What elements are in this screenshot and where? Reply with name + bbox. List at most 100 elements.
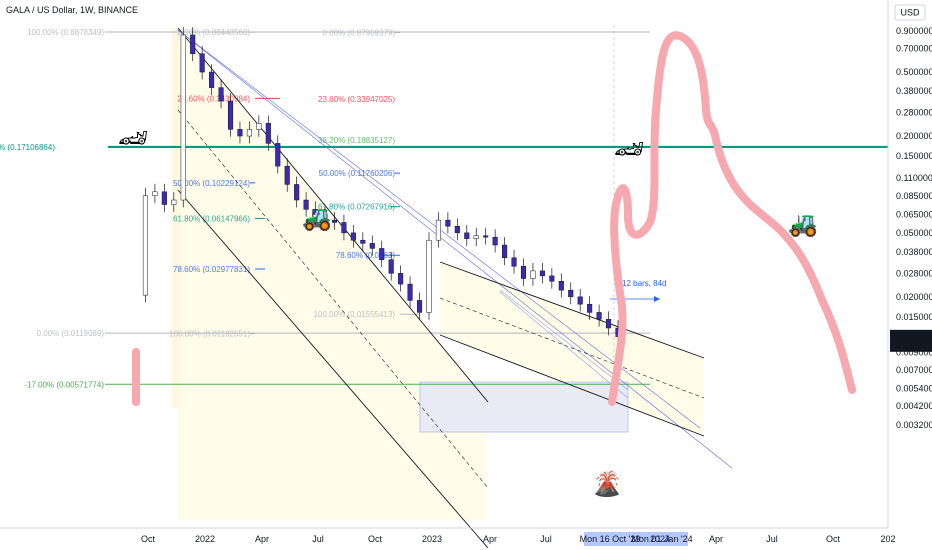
candle-body [445, 219, 451, 227]
candle-body [237, 129, 243, 137]
fib-level-label: 78.60% (0.0363) [336, 251, 395, 260]
y-tick-label: 0.02800000 [896, 268, 932, 278]
fib-level-label: 0.00% (0.87969379) [323, 29, 396, 38]
date-highlight [584, 532, 636, 546]
candle-body [558, 281, 564, 291]
x-tick-label: Oct [826, 534, 841, 544]
candles-layer [142, 27, 621, 345]
volcano-icon: 🌋 [592, 470, 622, 498]
x-tick-label: Jul [766, 534, 778, 544]
candle-body [426, 239, 432, 313]
x-tick-label: Oct [368, 534, 383, 544]
candle-body [379, 248, 385, 261]
pink-projection-path [608, 31, 856, 406]
candle-body [483, 235, 489, 238]
fib-level-label: 38.20% (0.18835127) [318, 136, 395, 145]
x-tick-label: Jul [540, 534, 552, 544]
channel-lower [177, 189, 489, 549]
candle-body [568, 289, 574, 298]
measure-label: 12 bars, 84d [622, 279, 666, 288]
candle-body [142, 195, 149, 296]
tractor-icon: 🚜 [302, 204, 332, 232]
tractor-icon: 🚜 [788, 210, 818, 238]
candle-body [605, 319, 612, 329]
candle-body [577, 296, 583, 305]
fib-level-label: 50.00% (0.11760206) [319, 169, 396, 178]
countdown-label: 1d 21h [896, 341, 924, 351]
annotation-overlay-layer: 12 bars, 84d 🏎 🏎 🚜 🚜 🌋 [118, 31, 856, 498]
y-tick-label: 0.00700000 [896, 365, 932, 375]
candle-body [520, 265, 527, 279]
highlighted-date-label: Mon 01 Jan '24 [631, 534, 692, 544]
candle-body [398, 273, 404, 285]
fan-line-2 [177, 29, 733, 469]
candle-body [435, 219, 441, 241]
candle-body [549, 275, 555, 282]
candle-body [284, 165, 290, 185]
candle-body [350, 232, 356, 241]
candle-body [294, 184, 300, 201]
fib-level-label: 100.00% (0.01182551) [169, 330, 250, 339]
fib-zone-1 [178, 28, 488, 520]
candle-body [275, 143, 281, 167]
fib-level-label: 23.60% (0.33947025) [318, 95, 395, 104]
candle-body [303, 199, 309, 210]
y-tick-label: 0.50000000 [896, 67, 932, 77]
candle-body [209, 71, 215, 88]
y-tick-label: 0.00900000 [896, 348, 932, 358]
x-tick-label: Apr [483, 534, 497, 544]
fib-level-label: 61.80% (0.06147966) [173, 214, 250, 223]
date-highlight [636, 532, 688, 546]
fib-level-label: 23.60% (0.3430984) [178, 94, 251, 103]
highlighted-date-label: Mon 16 Oct '23 [580, 534, 641, 544]
y-tick-label: 0.20000000 [896, 131, 932, 141]
fib-level-label: 61.80% (0.07267916) [318, 203, 395, 212]
y-tick-label: 0.01500000 [896, 312, 932, 322]
candle-body [388, 259, 394, 274]
candle-body [539, 270, 545, 277]
candle-body [190, 34, 196, 54]
fib-level-label: -17.00% (0.00571774) [24, 380, 104, 389]
y-tick-label: 0.00320000 [896, 420, 932, 430]
y-tick-label: 0.15000000 [896, 151, 932, 161]
candle-body [171, 199, 177, 205]
x-tick-label: Oct [141, 534, 156, 544]
candle-body [492, 236, 498, 246]
channel-upper [177, 27, 489, 403]
x-tick-label: Jul [312, 534, 324, 544]
candle-body [464, 232, 470, 239]
candle-body [502, 244, 508, 259]
falling-channel-lower [439, 334, 705, 437]
candle-body [322, 214, 328, 221]
x-tick-label: 2022 [195, 534, 215, 544]
fan-line-3 [499, 291, 629, 399]
candle-body [256, 123, 262, 130]
channel-mid [177, 109, 489, 489]
candle-body [180, 34, 186, 201]
falling-channel-upper [439, 261, 705, 359]
y-tick-label: 0.06500000 [896, 210, 932, 220]
fib-level-label: 100.00% (0.8878349) [27, 28, 104, 37]
y-tick-label: 0.00420000 [896, 401, 932, 411]
candle-body [246, 129, 252, 137]
candle-body [369, 243, 375, 249]
y-tick-label: 0.70000000 [896, 44, 932, 54]
y-tick-label: 0.11000000 [896, 173, 932, 183]
y-tick-label: 0.28000000 [896, 108, 932, 118]
y-tick-label: 0.05000000 [896, 228, 932, 238]
candle-body [416, 300, 423, 313]
y-tick-label: 0.02000000 [896, 292, 932, 302]
fib-levels-layer: 100.00% (0.8878349) 0.00% (0.88448560) 0.0… [0, 28, 888, 389]
candle-body [587, 303, 593, 313]
fib-level-label: 0.00% (0.0119089) [37, 329, 105, 338]
candle-body [511, 257, 517, 267]
y-tick-label: 0.08500000 [896, 191, 932, 201]
candle-body [313, 209, 319, 215]
candle-body [152, 191, 158, 197]
fan-line-4 [499, 289, 629, 391]
currency-button[interactable]: USD [894, 4, 926, 21]
y-tick-label: 0.03800000 [896, 247, 932, 257]
measure-arrowhead [654, 296, 660, 302]
